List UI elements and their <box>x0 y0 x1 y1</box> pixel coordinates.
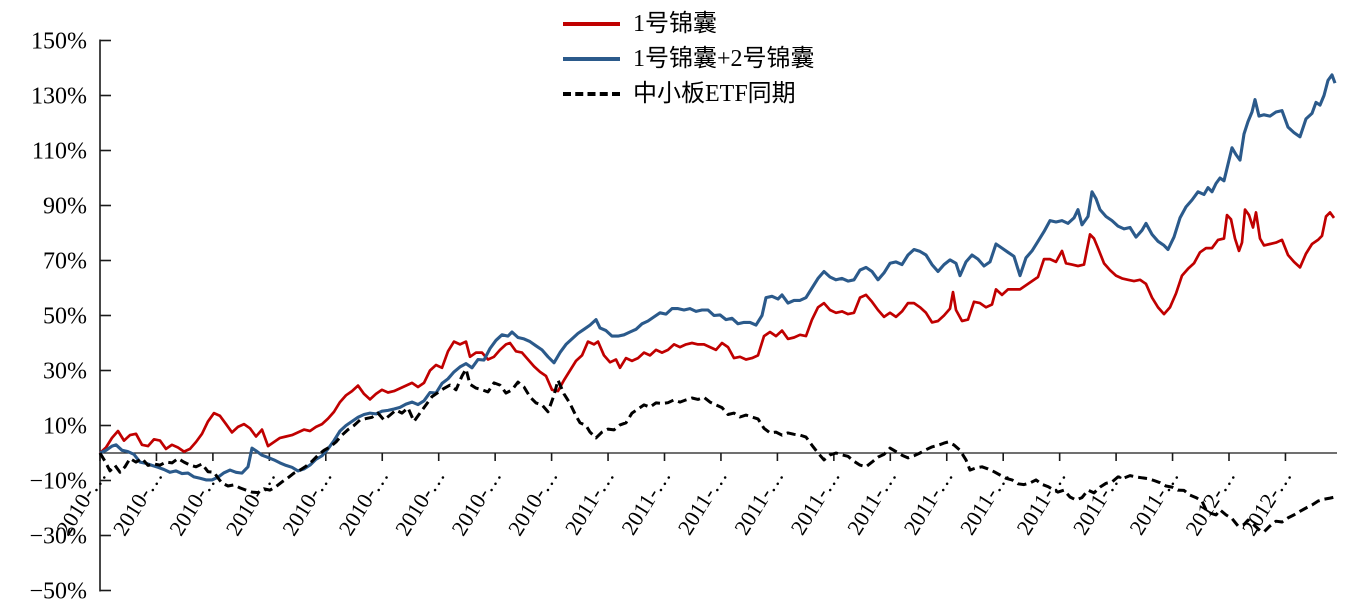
x-axis-tick-label: 2011-… <box>673 464 733 539</box>
x-axis-tick-label: 2011-… <box>616 464 676 539</box>
legend-item-series-3: 中小板ETF同期 <box>563 76 815 111</box>
y-axis-tick-label: 70% <box>43 249 87 275</box>
x-axis-tick-label: 2012-… <box>1180 464 1240 539</box>
x-axis-tick-label: 2011-… <box>955 464 1015 539</box>
legend-item-series-1: 1号锦囊 <box>563 6 815 41</box>
series-line-1 <box>99 208 1336 454</box>
x-axis-tick-label: 2011-… <box>729 464 789 539</box>
legend-line-sample-blue <box>563 56 620 61</box>
x-axis-tick-label: 2011-… <box>898 464 958 539</box>
x-axis-tick-label: 2011-… <box>842 464 902 539</box>
x-axis-tick-label: 2010-… <box>221 464 281 539</box>
y-axis-tick-label: 50% <box>43 304 87 330</box>
legend-line-sample-dashed-black <box>563 91 620 96</box>
x-axis-tick-label: 2010-… <box>390 464 450 539</box>
y-axis-tick-label: 30% <box>43 359 87 385</box>
y-axis-tick-label: −50% <box>29 579 87 605</box>
legend-item-series-2: 1号锦囊+2号锦囊 <box>563 41 815 76</box>
y-axis-tick-label: 10% <box>43 414 87 440</box>
y-axis-tick-label: 150% <box>31 29 87 55</box>
y-axis-tick-label: 90% <box>43 194 87 220</box>
legend-label-series-1: 1号锦囊 <box>633 10 717 37</box>
x-axis-tick-label: 2011-… <box>785 464 845 539</box>
x-axis-tick-label: 2011-… <box>1011 464 1071 539</box>
y-axis-tick-label: −10% <box>29 469 87 495</box>
x-axis-tick-label: 2010-… <box>503 464 563 539</box>
x-axis-tick-label: 2011-… <box>560 464 620 539</box>
series-line-2 <box>99 73 1337 482</box>
y-axis-tick-label: −30% <box>29 524 87 550</box>
legend-line-sample-red <box>563 21 620 26</box>
x-axis-tick-label: 2010-… <box>446 464 506 539</box>
series-line-3 <box>98 367 1336 534</box>
legend: 1号锦囊 1号锦囊+2号锦囊 中小板ETF同期 <box>563 6 815 111</box>
y-axis-tick-label: 130% <box>31 84 87 110</box>
y-axis-tick-label: 110% <box>32 139 87 165</box>
x-axis-tick-label: 2010-… <box>108 464 168 539</box>
legend-label-series-2: 1号锦囊+2号锦囊 <box>633 45 815 72</box>
x-axis-tick-label: 2010-… <box>277 464 337 539</box>
legend-label-series-3: 中小板ETF同期 <box>633 80 796 107</box>
x-axis-tick-label: 2010-… <box>333 464 393 539</box>
